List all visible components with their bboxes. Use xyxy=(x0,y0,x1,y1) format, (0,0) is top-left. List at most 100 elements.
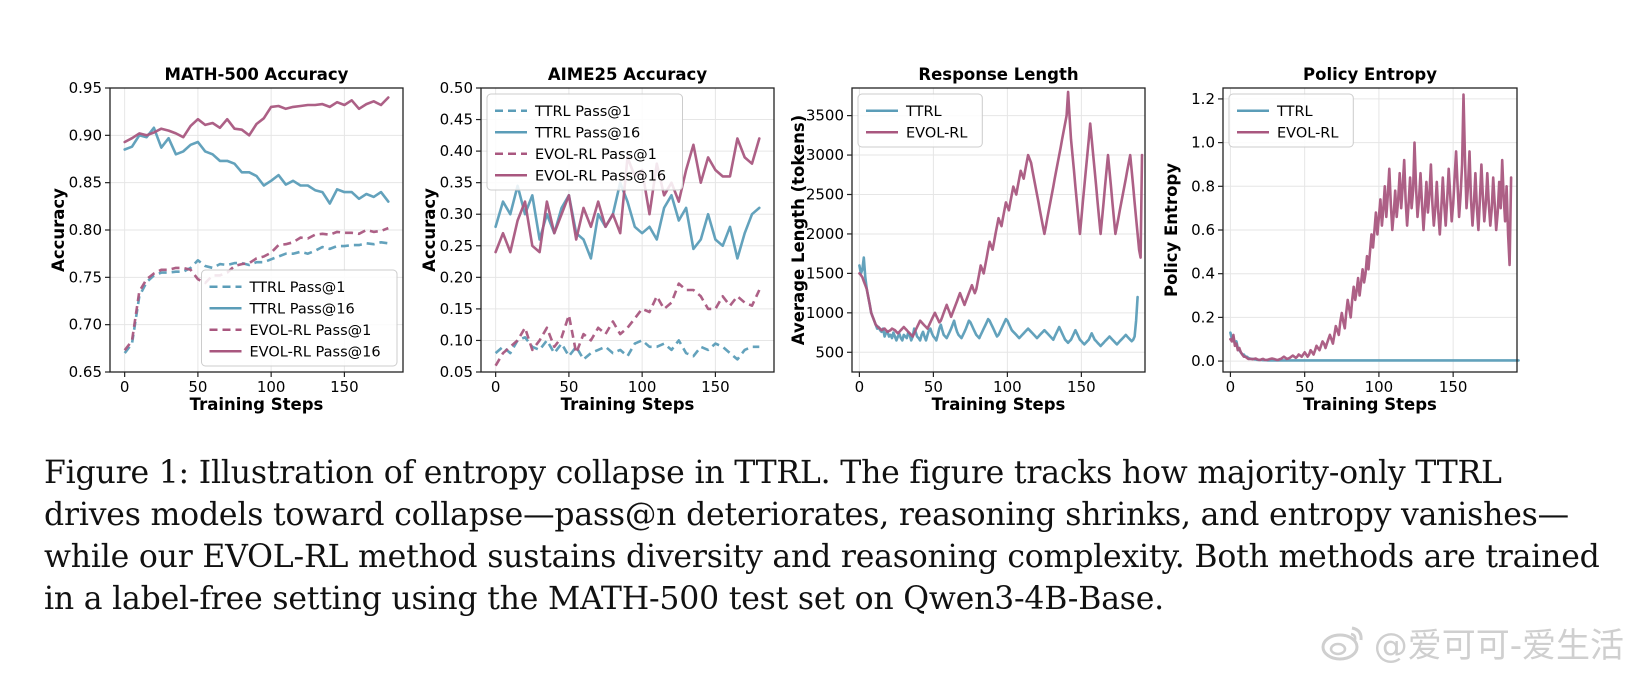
series-line xyxy=(1229,93,1513,362)
series-line xyxy=(494,335,760,361)
chart-3: 0 50 100 150 500 1000 1500 2000 2500 3000 3500 Resp… xyxy=(789,65,1146,414)
y-tick-label: 1.2 xyxy=(1191,90,1215,108)
legend-box xyxy=(201,269,398,367)
figure-svg: 0 50 100 1500.650.700.750.800.850.900.95MAT… xyxy=(49,65,1520,414)
x-tick-label: 0 xyxy=(120,378,130,396)
watermark: @爱可可-爱生活 xyxy=(1320,620,1624,666)
x-tick-label: 150 xyxy=(1067,378,1096,396)
x-tick-label: 100 xyxy=(257,378,286,396)
legend-box xyxy=(486,93,683,191)
legend-label: TTRL Pass@16 xyxy=(249,301,355,317)
y-tick-label: 3000 xyxy=(806,146,844,164)
y-tick-label: 0.40 xyxy=(440,142,473,160)
y-tick-label: 0.15 xyxy=(440,300,473,318)
weibo-logo-icon xyxy=(1321,626,1363,661)
figure-panels: 0 50 100 150 0.65 0.70 0.75 0.80 0.85 0.90 0.95 MAT… xyxy=(49,65,1520,414)
y-tick-label: 0.35 xyxy=(440,174,473,192)
legend-label: TTRL xyxy=(1276,104,1313,120)
y-tick-label: 0.0 xyxy=(1191,352,1215,370)
y-tick-label: 0.90 xyxy=(69,126,102,144)
legend: TTRL Pass@1 TTRL Pass@16 EVOL-RL Pass@1 EVO… xyxy=(486,93,683,191)
x-tick-label: 100 xyxy=(1365,378,1394,396)
chart-title: AIME25 Accuracy xyxy=(548,65,707,84)
y-tick-label: 0.70 xyxy=(69,316,102,334)
x-tick-label: 150 xyxy=(1439,378,1468,396)
y-axis-label: Accuracy xyxy=(49,188,68,272)
y-axis-label: Policy Entropy xyxy=(1162,163,1181,297)
x-tick-label: 50 xyxy=(559,378,578,396)
y-tick-label: 1.0 xyxy=(1191,134,1215,152)
chart-title: MATH-500 Accuracy xyxy=(165,65,349,84)
legend-box xyxy=(1228,93,1354,148)
y-tick-label: 1000 xyxy=(806,304,844,322)
y-tick-label: 0.65 xyxy=(69,363,102,381)
chart-1: 0 50 100 150 0.65 0.70 0.75 0.80 0.85 0.90 0.95 MAT… xyxy=(49,65,404,414)
y-tick-label: 2500 xyxy=(806,186,844,204)
x-tick-label: 50 xyxy=(1295,378,1314,396)
x-tick-label: 50 xyxy=(188,378,207,396)
legend-label: EVOL-RL xyxy=(906,125,967,141)
series-line xyxy=(858,90,1144,338)
x-tick-label: 100 xyxy=(628,378,657,396)
legend-label: EVOL-RL Pass@16 xyxy=(250,344,381,360)
legend-label: TTRL Pass@1 xyxy=(534,104,631,120)
y-tick-label: 0.8 xyxy=(1191,177,1215,195)
figure-caption: Figure 1: Illustration of entropy collap… xyxy=(44,455,1600,617)
series-line xyxy=(123,126,390,205)
series-line xyxy=(494,181,761,260)
y-tick-label: 0.95 xyxy=(69,79,102,97)
y-tick-label: 0.80 xyxy=(69,221,102,239)
x-tick-label: 0 xyxy=(1226,378,1236,396)
y-tick-label: 0.75 xyxy=(69,268,102,286)
watermark-text: @爱可可-爱生活 xyxy=(1373,625,1624,666)
series-line xyxy=(123,226,389,351)
y-tick-label: 0.2 xyxy=(1191,308,1215,326)
x-tick-label: 0 xyxy=(855,378,865,396)
y-axis-label: Average Length (tokens) xyxy=(789,115,808,345)
x-axis-label: Training Steps xyxy=(932,395,1066,414)
y-tick-label: 0.20 xyxy=(440,268,473,286)
legend-label: EVOL-RL Pass@1 xyxy=(535,147,657,163)
chart-2: 0 50 100 150 0.05 0.10 0.15 0.20 0.25 0.30 0.35 0.4… xyxy=(420,65,775,414)
y-tick-label: 3500 xyxy=(806,107,844,125)
series-line xyxy=(123,96,390,144)
legend-label: EVOL-RL xyxy=(1277,125,1338,141)
legend-label: EVOL-RL Pass@16 xyxy=(535,168,666,184)
legend-box xyxy=(857,93,983,148)
x-tick-label: 150 xyxy=(701,378,730,396)
x-axis-label: Training Steps xyxy=(1303,395,1437,414)
legend: TTRL EVOL-RL xyxy=(1228,93,1354,148)
chart-title: Response Length xyxy=(918,65,1078,84)
legend: TTRL Pass@1 TTRL Pass@16 EVOL-RL Pass@1 EVO… xyxy=(201,269,398,367)
series-line xyxy=(494,282,761,367)
chart-title: Policy Entropy xyxy=(1303,65,1437,84)
series-line xyxy=(1229,331,1520,362)
y-tick-label: 2000 xyxy=(806,225,844,243)
legend-label: TTRL Pass@1 xyxy=(249,280,346,296)
x-tick-label: 0 xyxy=(491,378,501,396)
legend-label: TTRL Pass@16 xyxy=(534,125,640,141)
y-tick-label: 0.85 xyxy=(69,174,102,192)
y-tick-label: 0.45 xyxy=(440,111,473,129)
y-tick-label: 0.4 xyxy=(1191,265,1215,283)
y-tick-label: 0.50 xyxy=(440,79,473,97)
y-tick-label: 0.05 xyxy=(440,363,473,381)
y-tick-label: 0.25 xyxy=(440,237,473,255)
series-line xyxy=(858,256,1139,348)
legend-label: EVOL-RL Pass@1 xyxy=(250,323,372,339)
x-axis-label: Training Steps xyxy=(190,395,324,414)
y-tick-label: 0.10 xyxy=(440,331,473,349)
y-tick-label: 0.30 xyxy=(440,205,473,223)
legend: TTRL EVOL-RL xyxy=(857,93,983,148)
plot-frame xyxy=(851,87,1146,373)
chart-4: 0 50 100 150 0.0 0.2 0.4 0.6 0.8 1.0 1.2 Policy Ent… xyxy=(1162,65,1520,414)
x-axis-label: Training Steps xyxy=(561,395,695,414)
plot-frame xyxy=(480,87,775,373)
x-tick-label: 100 xyxy=(993,378,1022,396)
y-tick-label: 0.6 xyxy=(1191,221,1215,239)
y-axis-label: Accuracy xyxy=(420,188,439,272)
series-line xyxy=(123,241,389,354)
x-tick-label: 50 xyxy=(924,378,943,396)
y-tick-label: 1500 xyxy=(806,264,844,282)
x-tick-label: 150 xyxy=(330,378,359,396)
